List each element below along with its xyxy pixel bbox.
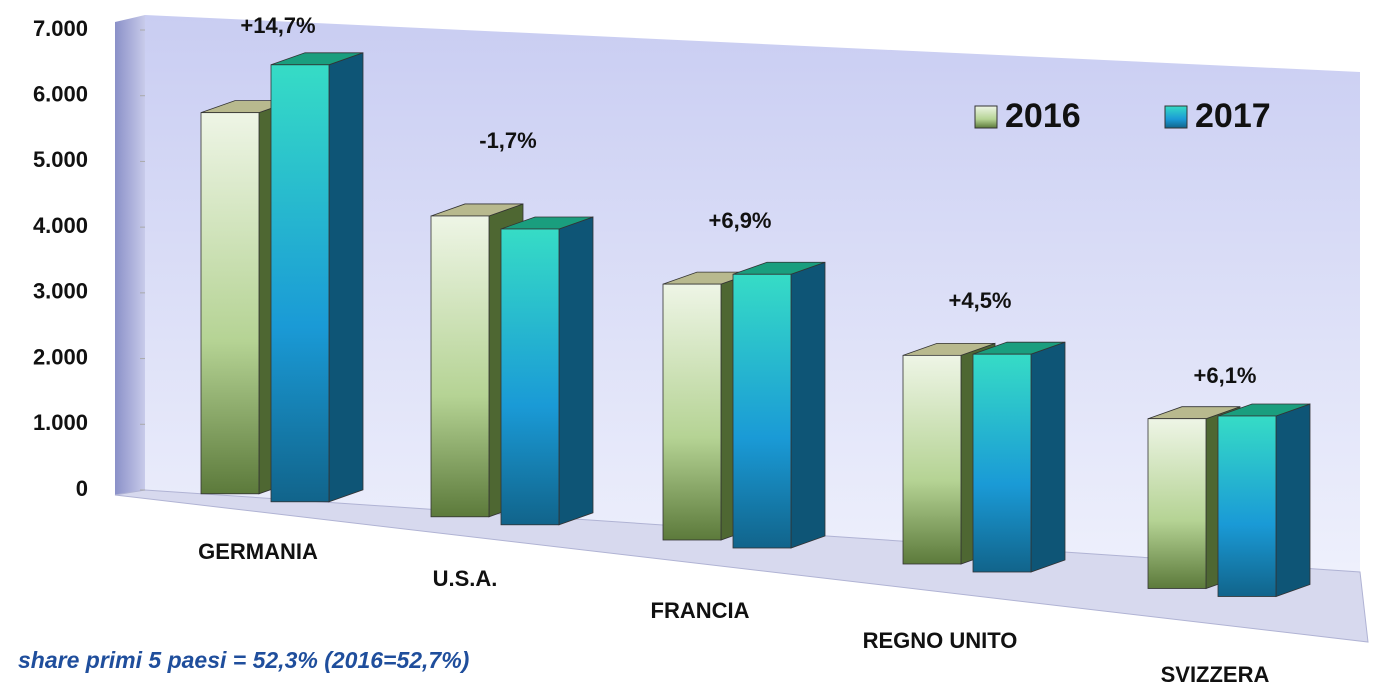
bar-front [662,283,722,541]
legend-label: 2017 [1195,97,1271,135]
bar-side [790,261,826,549]
side-wall [115,15,145,495]
bar-front [732,273,792,549]
bar-front [200,112,260,495]
legend-label: 2016 [1005,97,1081,135]
bar-front [1217,415,1277,597]
y-tick-label: 2.000 [33,344,88,369]
bar [732,261,826,549]
footnote: share primi 5 paesi = 52,3% (2016=52,7%) [18,647,469,673]
bar-side [1030,341,1066,573]
y-tick-label: 7.000 [33,16,88,41]
y-tick-label: 6.000 [33,82,88,107]
bar-front [500,228,560,526]
annotation: +4,5% [949,288,1012,313]
x-tick-label: U.S.A. [433,566,498,591]
bar-front [902,354,962,565]
bar-side [1275,403,1311,598]
bar-front [430,215,490,518]
annotation: +6,9% [709,208,772,233]
bar-front [972,353,1032,573]
x-tick-label: GERMANIA [198,539,318,564]
y-tick-label: 4.000 [33,213,88,238]
annotation: +6,1% [1194,363,1257,388]
bar [972,341,1066,573]
bar [500,216,594,526]
y-tick-label: 0 [76,476,88,501]
bar [270,52,364,503]
y-tick-label: 1.000 [33,410,88,435]
annotation: -1,7% [479,128,536,153]
y-tick-label: 3.000 [33,279,88,304]
y-tick-label: 5.000 [33,147,88,172]
bar-front [1147,418,1207,589]
bar-side [328,52,364,503]
bar-front [270,64,330,503]
legend-swatch [974,105,998,129]
legend-swatch [1164,105,1188,129]
x-tick-label: SVIZZERA [1161,662,1270,686]
annotation: +14,7% [240,13,315,38]
x-tick-label: FRANCIA [651,598,750,623]
bar-side [558,216,594,526]
x-tick-label: REGNO UNITO [863,628,1018,653]
bar [1217,403,1311,598]
